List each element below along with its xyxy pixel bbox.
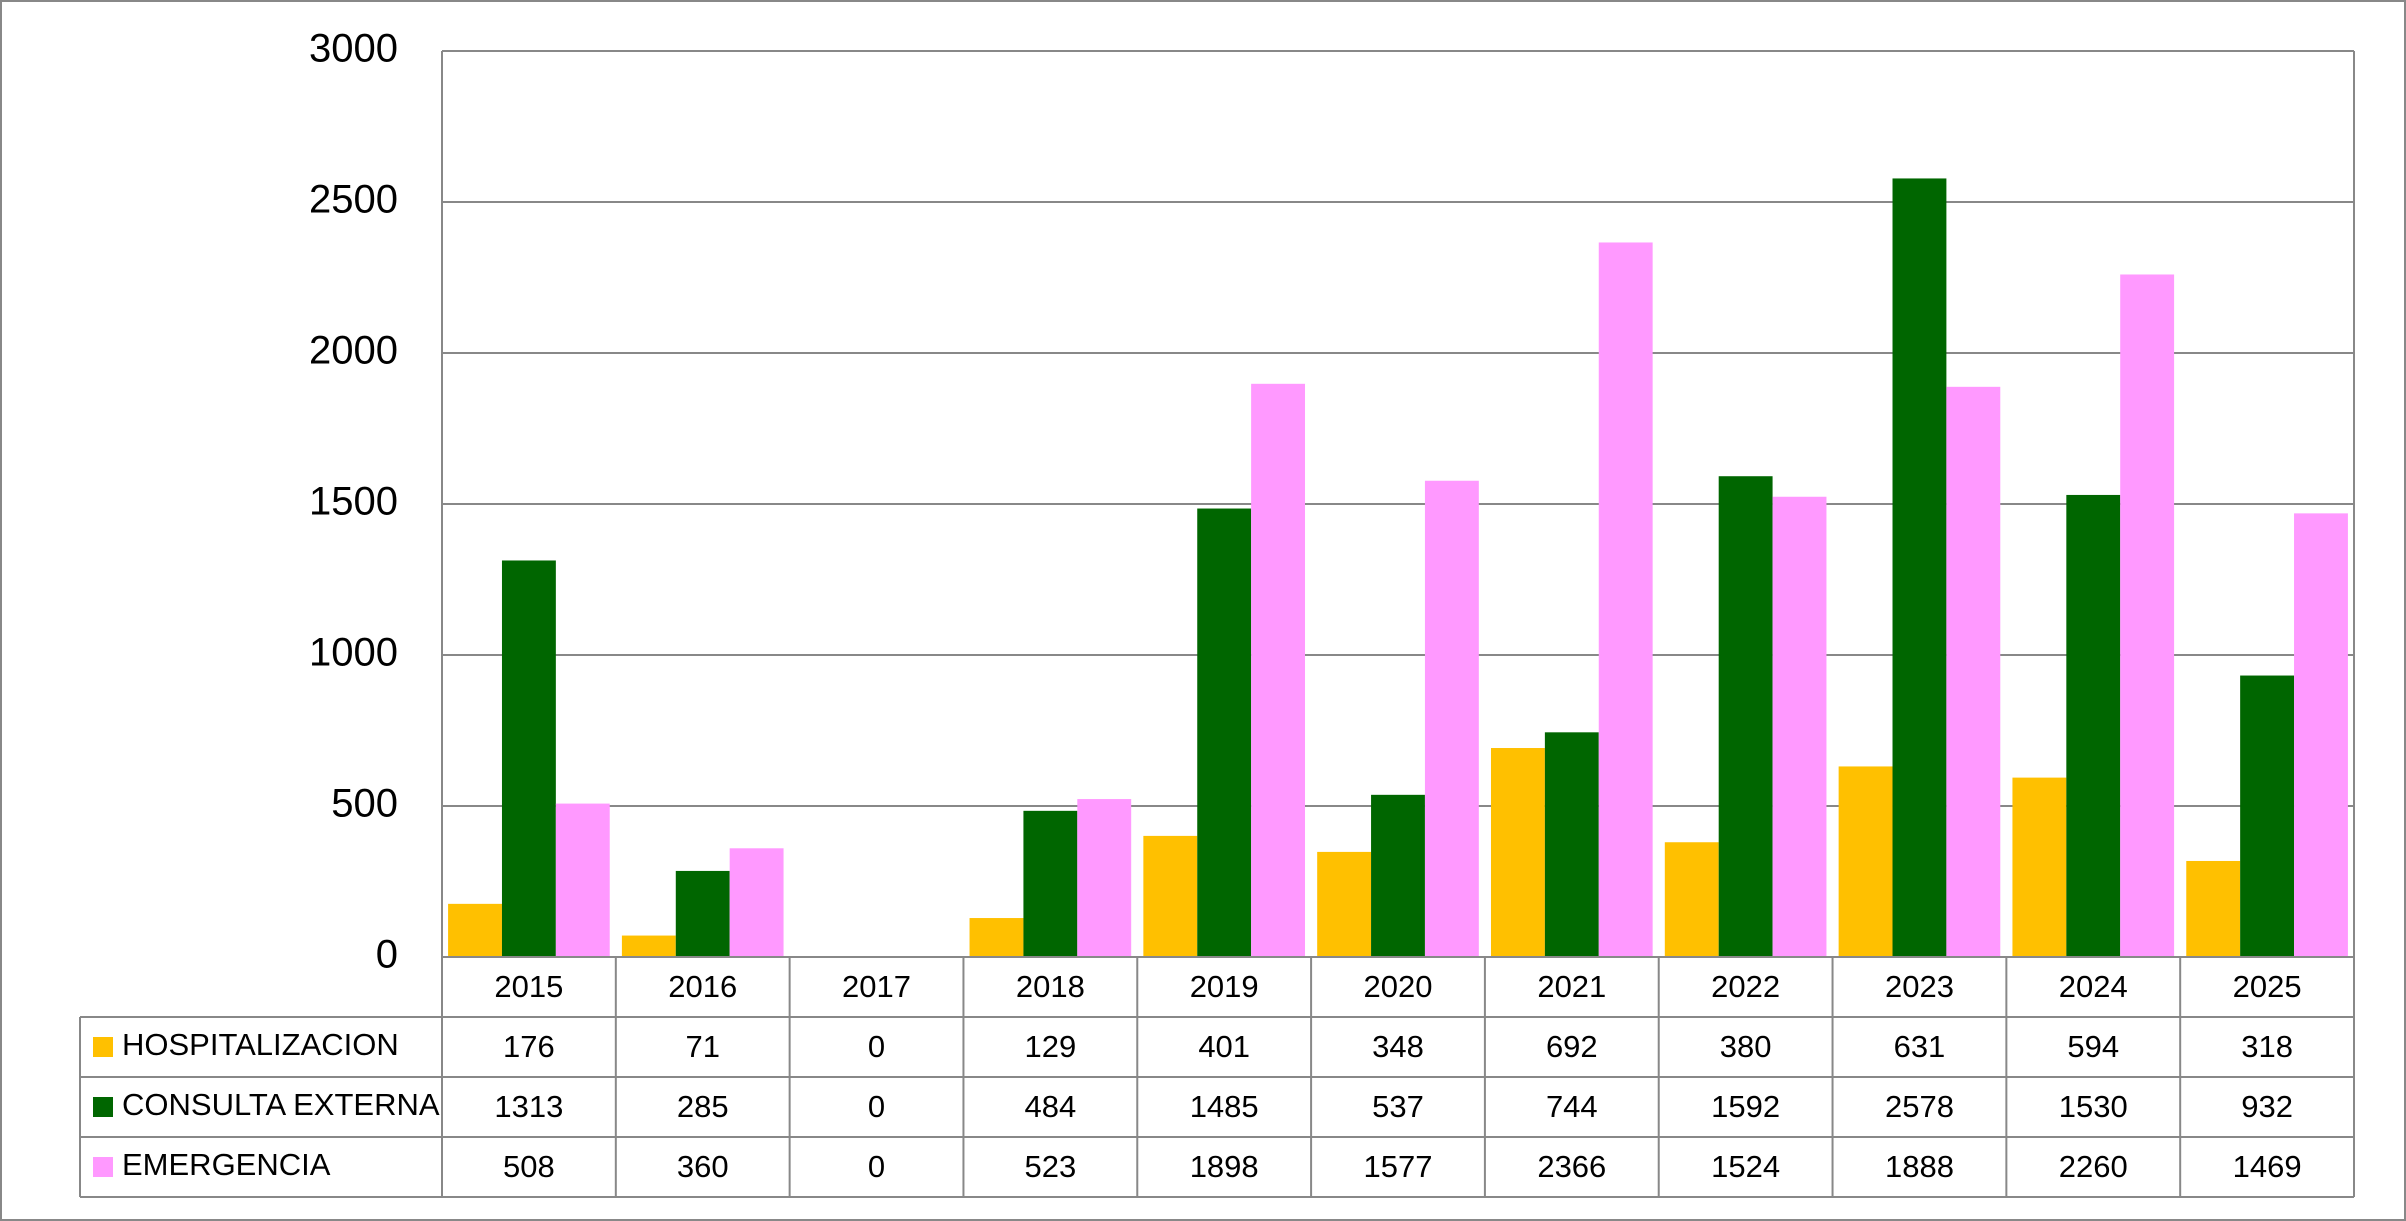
table-value: 1592 bbox=[1711, 1089, 1780, 1124]
table-value: 537 bbox=[1372, 1089, 1424, 1124]
table-value: 380 bbox=[1720, 1029, 1772, 1064]
table-value: 401 bbox=[1198, 1029, 1250, 1064]
table-value: 0 bbox=[868, 1149, 885, 1184]
bar bbox=[1143, 835, 1198, 957]
table-value: 1888 bbox=[1885, 1149, 1954, 1184]
table-value: 360 bbox=[677, 1149, 729, 1184]
bar bbox=[1892, 178, 1947, 958]
x-tick-label: 2015 bbox=[494, 969, 563, 1004]
bar bbox=[2294, 513, 2348, 957]
bar bbox=[501, 560, 556, 957]
table-value: 0 bbox=[868, 1089, 885, 1124]
x-tick-label: 2021 bbox=[1537, 969, 1606, 1004]
table-value: 594 bbox=[2067, 1029, 2119, 1064]
table-value: 523 bbox=[1024, 1149, 1076, 1184]
bar bbox=[1251, 383, 1306, 958]
legend-label: HOSPITALIZACION bbox=[122, 1027, 399, 1062]
bar bbox=[555, 803, 610, 957]
y-tick-label: 1500 bbox=[309, 480, 398, 524]
legend-label: CONSULTA EXTERNA bbox=[122, 1087, 440, 1122]
bar bbox=[448, 903, 502, 957]
x-tick-label: 2017 bbox=[842, 969, 911, 1004]
y-tick-label: 500 bbox=[331, 782, 398, 826]
table-value: 0 bbox=[868, 1029, 885, 1064]
bar bbox=[2066, 494, 2121, 957]
bar bbox=[675, 870, 730, 957]
x-tick-label: 2022 bbox=[1711, 969, 1780, 1004]
legend-key bbox=[93, 1157, 113, 1177]
table-value: 1898 bbox=[1190, 1149, 1259, 1184]
bar bbox=[2120, 274, 2175, 958]
bar bbox=[1544, 732, 1599, 957]
table-value: 692 bbox=[1546, 1029, 1598, 1064]
y-tick-label: 2000 bbox=[309, 329, 398, 373]
bar bbox=[2240, 675, 2295, 957]
bar bbox=[729, 848, 784, 957]
table-value: 484 bbox=[1024, 1089, 1076, 1124]
y-tick-label: 3000 bbox=[309, 27, 398, 71]
bar bbox=[1664, 842, 1719, 957]
bar bbox=[1023, 810, 1078, 957]
legend-key bbox=[93, 1097, 113, 1117]
bar bbox=[1077, 799, 1132, 957]
bar bbox=[1772, 496, 1827, 957]
bar bbox=[1946, 386, 2001, 958]
table-value: 2260 bbox=[2059, 1149, 2128, 1184]
bar bbox=[2186, 860, 2241, 957]
bar bbox=[1197, 508, 1252, 957]
x-tick-label: 2023 bbox=[1885, 969, 1954, 1004]
legend-label: EMERGENCIA bbox=[122, 1147, 331, 1182]
x-tick-label: 2024 bbox=[2059, 969, 2128, 1004]
table-value: 2578 bbox=[1885, 1089, 1954, 1124]
bar bbox=[1371, 794, 1425, 957]
x-tick-label: 2020 bbox=[1364, 969, 1433, 1004]
table-value: 508 bbox=[503, 1149, 555, 1184]
table-value: 1577 bbox=[1364, 1149, 1433, 1184]
legend-key bbox=[93, 1037, 113, 1057]
bar bbox=[1317, 851, 1372, 957]
bar bbox=[621, 935, 676, 957]
x-tick-label: 2016 bbox=[668, 969, 737, 1004]
table-value: 932 bbox=[2241, 1089, 2293, 1124]
bar bbox=[1598, 242, 1653, 957]
table-value: 631 bbox=[1894, 1029, 1946, 1064]
table-value: 71 bbox=[685, 1029, 719, 1064]
table-value: 318 bbox=[2241, 1029, 2293, 1064]
bar bbox=[1490, 748, 1545, 957]
table-value: 285 bbox=[677, 1089, 729, 1124]
table-value: 348 bbox=[1372, 1029, 1424, 1064]
table-value: 1313 bbox=[494, 1089, 563, 1124]
table-value: 1524 bbox=[1711, 1149, 1780, 1184]
x-tick-label: 2025 bbox=[2233, 969, 2302, 1004]
table-value: 1530 bbox=[2059, 1089, 2128, 1124]
table-value: 176 bbox=[503, 1029, 555, 1064]
x-tick-label: 2018 bbox=[1016, 969, 1085, 1004]
table-value: 1485 bbox=[1190, 1089, 1259, 1124]
y-tick-label: 0 bbox=[376, 933, 398, 977]
x-tick-label: 2019 bbox=[1190, 969, 1259, 1004]
table-value: 129 bbox=[1024, 1029, 1076, 1064]
bar bbox=[1424, 480, 1479, 957]
bar bbox=[1718, 476, 1773, 957]
table-value: 744 bbox=[1546, 1089, 1598, 1124]
bar bbox=[1838, 766, 1893, 957]
bar bbox=[2012, 777, 2067, 957]
table-value: 1469 bbox=[2233, 1149, 2302, 1184]
table-value: 2366 bbox=[1537, 1149, 1606, 1184]
bar bbox=[969, 918, 1024, 957]
y-tick-label: 2500 bbox=[309, 178, 398, 222]
y-tick-label: 1000 bbox=[309, 631, 398, 675]
